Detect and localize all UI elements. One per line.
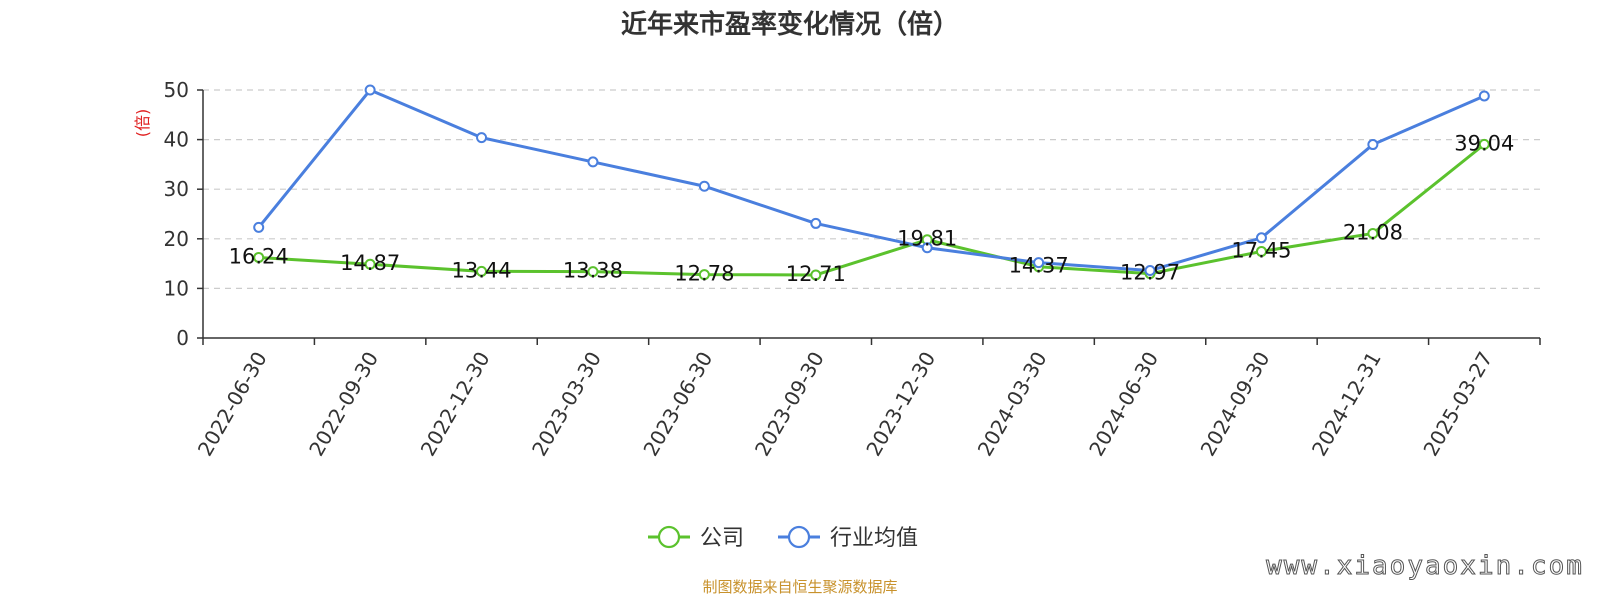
series-1-point[interactable] [476, 132, 488, 144]
legend-label: 行业均值 [830, 526, 918, 551]
legend-marker [657, 525, 681, 549]
y-tick-label: 40 [164, 128, 189, 152]
chart-title: 近年来市盈率变化情况（倍） [621, 9, 959, 40]
series-1-point[interactable] [364, 84, 376, 96]
series-0-point[interactable] [698, 269, 710, 281]
data-label: 13.44 [451, 258, 511, 282]
series-lines [253, 84, 1490, 281]
y-tick-label: 0 [176, 326, 189, 350]
x-tick-label: 2022-12-30 [416, 347, 495, 460]
x-tick-label: 2024-09-30 [1196, 348, 1275, 461]
x-tick-label: 2023-12-30 [861, 347, 940, 460]
x-tick-label: 2024-06-30 [1084, 348, 1163, 461]
series-line-0 [258, 143, 1486, 277]
series-1-point[interactable] [1367, 139, 1379, 151]
legend[interactable]: 公司 行业均值 [648, 525, 918, 551]
data-labels: 16.24 14.87 13.44 13.38 12.78 12.71 19.81 14.37… [229, 131, 1515, 286]
legend-item-0[interactable]: 公司 [648, 525, 744, 551]
series-1-point[interactable] [1255, 232, 1267, 244]
x-tick-label: 2024-12-31 [1307, 348, 1386, 461]
x-tick-label: 2025-03-27 [1418, 348, 1497, 461]
series-1-point[interactable] [921, 242, 933, 254]
series-1-point[interactable] [1033, 257, 1045, 269]
y-tick-label: 30 [164, 177, 189, 201]
data-label: 19.81 [897, 227, 957, 251]
series-0-point[interactable] [476, 265, 488, 277]
x-tick-label: 2023-03-30 [527, 348, 606, 461]
x-tick-label: 2023-09-30 [750, 348, 829, 461]
data-label: 14.37 [1009, 254, 1069, 278]
data-label: 13.38 [563, 259, 623, 283]
watermark: www.xiaoyaoxin.com [1266, 551, 1584, 581]
y-tick-label: 10 [164, 276, 189, 300]
series-0-point[interactable] [1478, 138, 1490, 150]
legend-item-1[interactable]: 行业均值 [778, 525, 918, 551]
series-1-point[interactable] [810, 217, 822, 229]
series-0-point[interactable] [587, 266, 599, 278]
x-tick-label: 2022-06-30 [193, 348, 272, 461]
legend-marker [787, 525, 811, 549]
series-0-point[interactable] [253, 251, 265, 263]
series-1-point[interactable] [253, 221, 265, 233]
data-label: 39.04 [1454, 131, 1514, 155]
series-1-point[interactable] [698, 180, 710, 192]
data-label: 12.71 [786, 262, 846, 286]
series-1-point[interactable] [587, 156, 599, 168]
x-tick-label: 2022-09-30 [304, 348, 383, 461]
data-label: 14.87 [340, 251, 400, 275]
series-line-1 [257, 88, 1485, 273]
series-0-point[interactable] [1367, 227, 1379, 239]
y-tick-label: 50 [164, 78, 189, 102]
series-1-point[interactable] [1144, 265, 1156, 277]
series-0-point[interactable] [1255, 245, 1267, 257]
grid-lines [203, 89, 1540, 289]
data-label: 17.45 [1231, 238, 1291, 262]
data-label: 12.78 [674, 262, 734, 286]
x-tick-label: 2023-06-30 [638, 348, 717, 461]
source-text: 制图数据来自恒生聚源数据库 [702, 578, 897, 596]
data-label: 21.08 [1343, 220, 1403, 244]
y-axis-unit-label: (倍) [133, 109, 152, 138]
y-tick-label: 20 [164, 227, 189, 251]
data-label: 16.24 [229, 244, 289, 268]
legend-label: 公司 [700, 526, 744, 551]
data-label: 12.97 [1120, 261, 1180, 285]
series-1-point[interactable] [1478, 90, 1490, 102]
x-tick-label: 2024-03-30 [973, 348, 1052, 461]
series-0-point[interactable] [810, 269, 822, 281]
series-0-point[interactable] [364, 258, 376, 270]
